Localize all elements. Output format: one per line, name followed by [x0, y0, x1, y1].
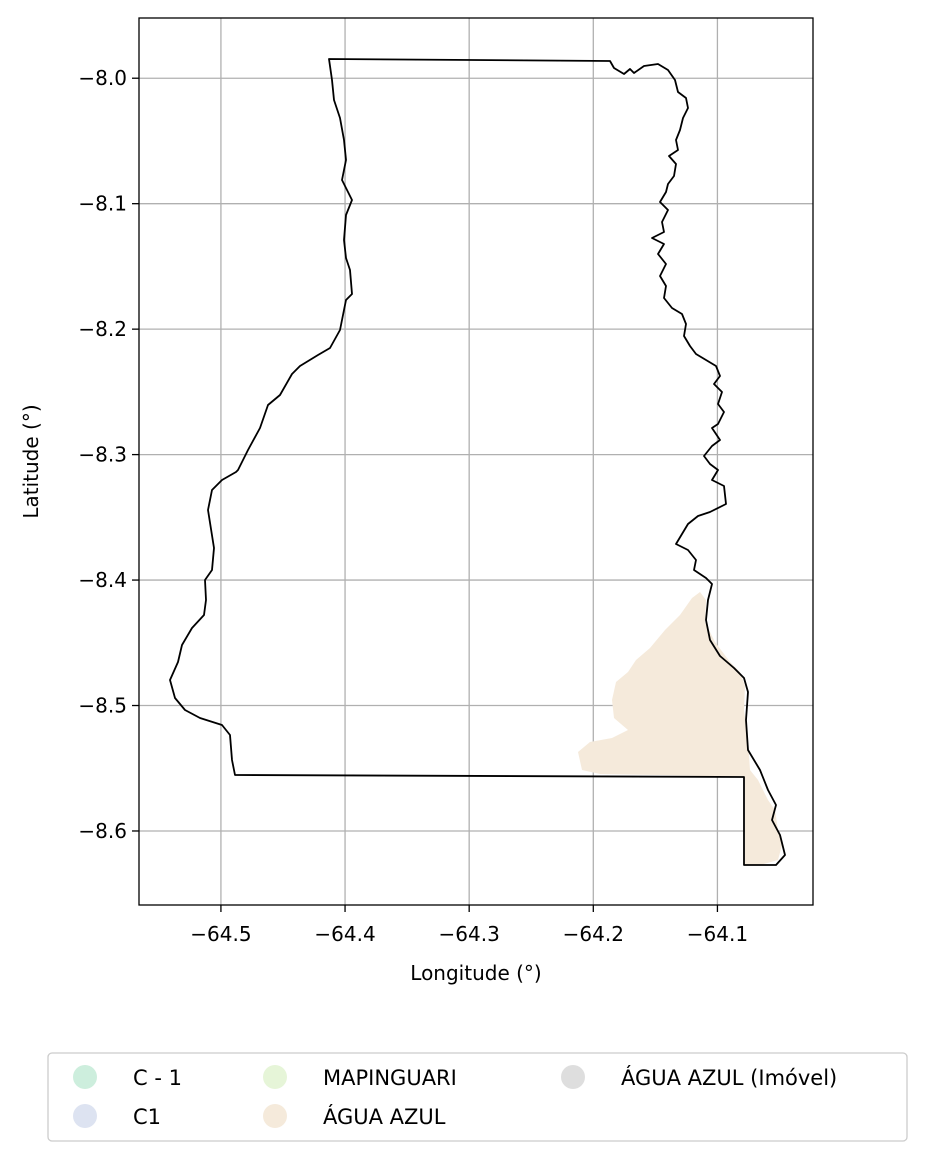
- y-tick-label: −8.2: [78, 317, 127, 341]
- y-tick-label: −8.0: [78, 66, 127, 90]
- agua-azul-parcel: [578, 592, 782, 865]
- axis-ticks: −64.5 −64.4 −64.3 −64.2 −64.1 −8.0 −8.1 −8.2 −8.…: [78, 66, 748, 946]
- x-tick-label: −64.5: [190, 922, 251, 946]
- y-tick-label: −8.4: [78, 568, 127, 592]
- x-tick-label: −64.2: [563, 922, 624, 946]
- municipality-boundary: [169, 58, 786, 866]
- legend-label: ÁGUA AZUL (Imóvel): [621, 1065, 837, 1090]
- legend-label: C - 1: [133, 1066, 182, 1090]
- x-tick-label: −64.3: [439, 922, 500, 946]
- legend-swatch: [263, 1104, 287, 1128]
- legend-box: [47, 1052, 908, 1142]
- x-axis-label: Longitude (°): [410, 961, 541, 985]
- y-tick-label: −8.6: [78, 819, 127, 843]
- x-tick-label: −64.4: [314, 922, 375, 946]
- legend-swatch: [73, 1104, 97, 1128]
- legend-swatch: [73, 1065, 97, 1089]
- legend-label: C1: [133, 1105, 161, 1129]
- legend-swatch: [561, 1065, 585, 1089]
- municipality-outline: [169, 58, 786, 866]
- y-tick-label: −8.5: [78, 694, 127, 718]
- axes-frame: [138, 17, 814, 906]
- legend-label: ÁGUA AZUL: [323, 1104, 446, 1129]
- y-axis-label: Latitude (°): [19, 404, 43, 518]
- agua-azul-parcel-west: [594, 738, 700, 770]
- y-tick-label: −8.1: [78, 192, 127, 216]
- legend: C - 1 C1 MAPINGUARI ÁGUA AZUL ÁGUA AZUL (Imó…: [47, 1052, 908, 1142]
- legend-label: MAPINGUARI: [323, 1066, 457, 1090]
- y-tick-label: −8.3: [78, 443, 127, 467]
- legend-swatch: [263, 1065, 287, 1089]
- agua-azul-parcel-area: [578, 592, 782, 865]
- x-tick-label: −64.1: [687, 922, 748, 946]
